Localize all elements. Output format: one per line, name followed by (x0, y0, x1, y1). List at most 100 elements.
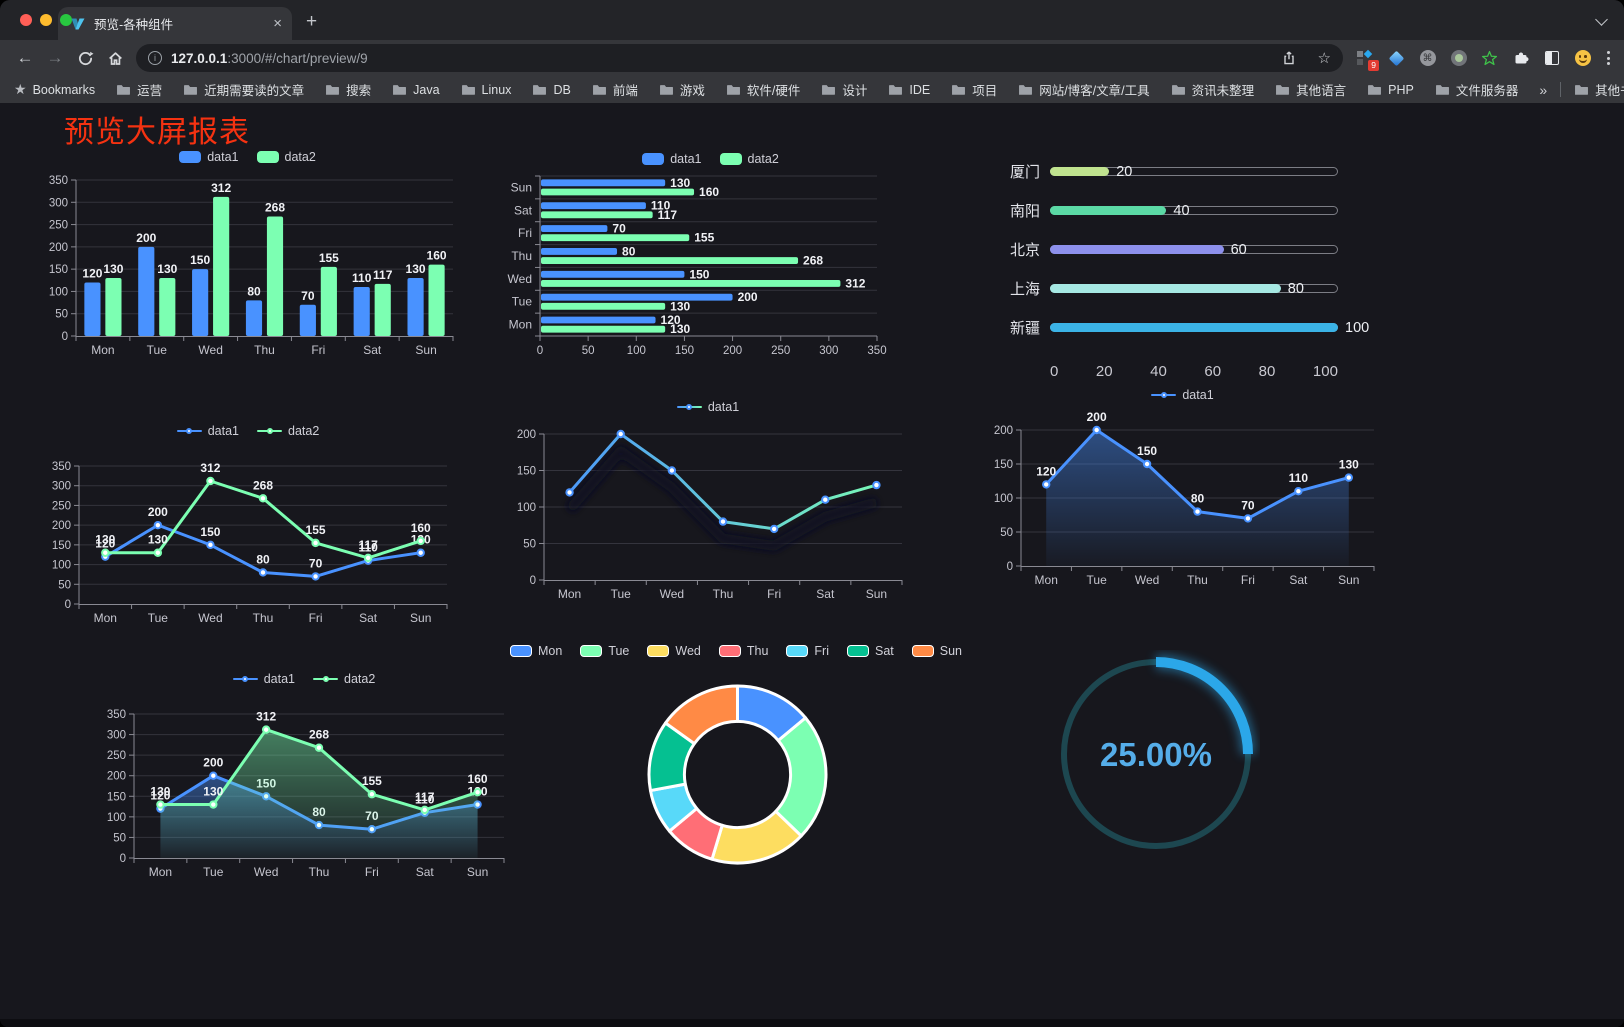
svg-text:130: 130 (103, 262, 123, 276)
bookmark-folder[interactable]: 其他语言 (1275, 80, 1346, 99)
svg-text:150: 150 (1137, 444, 1157, 458)
bookmark-folder[interactable]: 项目 (951, 80, 997, 99)
bookmark-folder[interactable]: 文件服务器 (1435, 80, 1518, 99)
legend-item-data2[interactable]: data2 (719, 152, 779, 166)
legend-item-data1[interactable]: data1 (676, 400, 739, 414)
svg-text:130: 130 (150, 785, 170, 799)
svg-text:200: 200 (203, 756, 223, 770)
svg-text:110: 110 (1289, 471, 1309, 485)
svg-text:0: 0 (1007, 561, 1013, 573)
forward-button[interactable]: → (46, 48, 64, 67)
bookmark-folder[interactable]: 游戏 (659, 80, 705, 99)
svg-text:Fri: Fri (309, 611, 323, 625)
svg-text:Tue: Tue (611, 587, 632, 601)
svg-text:150: 150 (675, 345, 694, 357)
address-bar[interactable]: i 127.0.0.1:3000/#/chart/preview/9 ☆ (136, 44, 1343, 72)
legend-item-Sun[interactable]: Sun (911, 644, 962, 658)
svg-text:Sat: Sat (514, 203, 533, 217)
bookmark-folder[interactable]: IDE (888, 83, 930, 97)
gauge-chart: 25.00% (1052, 650, 1260, 858)
ext-grid-icon[interactable]: 9 (1357, 49, 1379, 71)
legend-item-data2[interactable]: data2 (313, 672, 375, 686)
reload-button[interactable] (70, 50, 100, 67)
bookmark-folder[interactable]: PHP (1367, 83, 1414, 97)
svg-text:Thu: Thu (309, 865, 330, 879)
bookmark-folder[interactable]: 网站/博客/文章/工具 (1018, 80, 1150, 99)
svg-text:150: 150 (49, 264, 68, 276)
menu-dots-icon[interactable] (1607, 51, 1610, 65)
bookmark-folder[interactable]: 搜索 (325, 80, 371, 99)
back-button[interactable]: ← (16, 48, 34, 67)
bookmark-folder[interactable]: DB (532, 83, 571, 97)
progress-row-上海: 上海 80 (992, 269, 1390, 308)
bookmarks-overflow-chevron[interactable]: » (1539, 81, 1548, 98)
legend-item-data1[interactable]: data1 (1151, 388, 1214, 402)
svg-text:250: 250 (771, 345, 790, 357)
horizontal-bar-chart: data1 data2 Sun Sat Fri Thu Wed Tue Mon 0 50 100 150… (498, 148, 923, 364)
close-window-button[interactable] (20, 14, 32, 26)
legend-item-data1[interactable]: data1 (179, 150, 239, 164)
svg-text:312: 312 (200, 461, 220, 475)
legend-item-Wed[interactable]: Wed (647, 644, 701, 658)
svg-text:Sat: Sat (363, 343, 382, 357)
svg-text:150: 150 (200, 525, 220, 539)
ext-contrast-icon[interactable] (1543, 50, 1560, 67)
bookmark-star-icon[interactable]: ☆ (1317, 50, 1331, 67)
svg-text:150: 150 (190, 253, 210, 267)
legend-item-data1[interactable]: data1 (232, 672, 295, 686)
svg-text:268: 268 (803, 254, 823, 268)
bookmark-folder[interactable]: 设计 (821, 80, 867, 99)
home-button[interactable] (100, 50, 130, 67)
site-info-icon[interactable]: i (148, 51, 162, 65)
legend-item-Sat[interactable]: Sat (847, 644, 894, 658)
bookmarks-root[interactable]: ★ Bookmarks (14, 81, 95, 98)
svg-text:70: 70 (301, 289, 315, 303)
minimize-window-button[interactable] (40, 14, 52, 26)
svg-text:Fri: Fri (311, 343, 325, 357)
svg-text:Fri: Fri (1241, 573, 1255, 587)
bookmark-folder[interactable]: Linux (461, 83, 511, 97)
legend-item-data1[interactable]: data1 (642, 152, 702, 166)
svg-text:150: 150 (994, 459, 1013, 471)
svg-text:50: 50 (1000, 527, 1013, 539)
svg-text:155: 155 (362, 774, 382, 788)
svg-text:250: 250 (52, 500, 71, 512)
bookmark-folder[interactable]: 前端 (592, 80, 638, 99)
bookmark-folder[interactable]: 运营 (116, 80, 162, 99)
bookmark-folder[interactable]: Java (392, 83, 440, 97)
legend-item-data2[interactable]: data2 (256, 150, 316, 164)
bookmark-folder[interactable]: 近期需要读的文章 (183, 80, 304, 99)
tab-strip: 预览-各种组件 × + (0, 0, 1624, 40)
svg-text:Fri: Fri (518, 226, 532, 240)
bookmark-folder[interactable]: 资讯未整理 (1171, 80, 1254, 99)
legend-item-Fri[interactable]: Fri (786, 644, 829, 658)
svg-text:200: 200 (136, 231, 156, 245)
ext-circle-icon[interactable] (1450, 50, 1467, 67)
zoom-window-button[interactable] (60, 14, 72, 26)
svg-text:130: 130 (95, 533, 115, 547)
legend-item-Mon[interactable]: Mon (509, 644, 562, 658)
ext-command-icon[interactable]: ⌘ (1419, 50, 1436, 67)
other-bookmarks[interactable]: 其他书签 (1574, 80, 1624, 99)
ext-gem-icon[interactable] (1388, 50, 1405, 67)
legend-item-data1[interactable]: data1 (176, 424, 239, 438)
svg-text:0: 0 (120, 853, 126, 865)
legend-item-data2[interactable]: data2 (257, 424, 319, 438)
ext-emoji-icon[interactable] (1574, 50, 1591, 67)
browser-toolbar: ← → i 127.0.0.1:3000/#/chart/preview/9 ☆… (0, 40, 1624, 76)
bookmark-folder[interactable]: 软件/硬件 (726, 80, 800, 99)
svg-text:Sun: Sun (415, 343, 436, 357)
new-tab-button[interactable]: + (306, 11, 318, 32)
legend-item-Thu[interactable]: Thu (718, 644, 768, 658)
svg-text:200: 200 (1087, 410, 1107, 424)
browser-tab[interactable]: 预览-各种组件 × (58, 7, 292, 40)
ext-star-icon[interactable] (1481, 50, 1498, 67)
svg-text:268: 268 (309, 728, 329, 742)
bookmarks-bar: ★ Bookmarks 运营 近期需要读的文章 搜索 Java Linux DB 前端 游戏 软… (0, 76, 1624, 103)
svg-text:300: 300 (49, 197, 68, 209)
ext-puzzle-icon[interactable] (1512, 50, 1529, 67)
tab-close-icon[interactable]: × (273, 15, 282, 32)
legend-item-Tue[interactable]: Tue (580, 644, 629, 658)
share-icon[interactable] (1274, 50, 1304, 66)
chevron-down-icon[interactable] (1595, 13, 1608, 26)
